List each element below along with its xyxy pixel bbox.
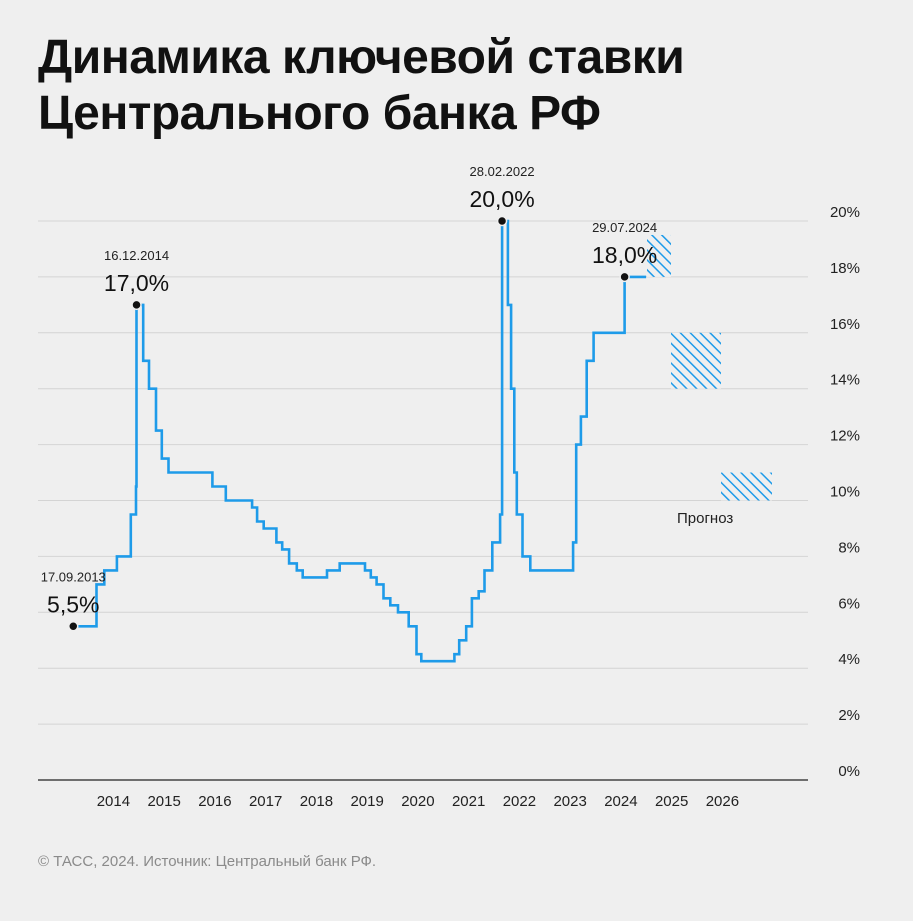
chart-title-line2: Центрального банка РФ — [38, 87, 601, 140]
y-tick-label: 6% — [838, 595, 860, 612]
y-tick-label: 16% — [830, 316, 860, 333]
y-tick-label: 0% — [838, 763, 860, 780]
y-tick-label: 4% — [838, 651, 860, 668]
x-tick-label: 2019 — [350, 793, 383, 810]
x-tick-label: 2018 — [300, 793, 333, 810]
x-tick-label: 2014 — [97, 793, 130, 810]
annotation-point — [131, 299, 142, 311]
forecast-range — [647, 234, 671, 277]
annotation-point — [68, 621, 79, 632]
x-tick-label: 2024 — [604, 793, 637, 810]
annotation-value: 17,0% — [104, 270, 169, 296]
annotation-point — [619, 271, 630, 283]
annotation-date: 28.02.2022 — [470, 164, 535, 179]
forecast-ranges — [647, 234, 772, 501]
y-tick-label: 14% — [830, 372, 860, 389]
chart-title-line1: Динамика ключевой ставки — [38, 31, 685, 84]
x-tick-label: 2026 — [706, 793, 739, 810]
annotation-date: 17.09.2013 — [41, 569, 106, 584]
annotation-date: 16.12.2014 — [104, 248, 169, 263]
source-footer: © ТАСС, 2024. Источник: Центральный банк… — [38, 853, 377, 870]
y-tick-label: 20% — [830, 204, 860, 221]
annotation-value: 5,5% — [47, 591, 99, 617]
annotation-point — [496, 215, 508, 227]
y-tick-label: 8% — [838, 539, 860, 556]
annotations: 5,5% 17.09.2013 17,0% 16.12.2014 20,0% 28.02.… — [41, 164, 657, 632]
x-tick-label: 2021 — [452, 793, 485, 810]
x-tick-label: 2022 — [503, 793, 536, 810]
annotation-value: 18,0% — [592, 242, 657, 268]
y-axis-labels: 0% 2% 4% 6% 8% 10% 12% 14% 16% 18% 20% — [830, 204, 860, 780]
y-tick-label: 2% — [838, 707, 860, 724]
y-tick-label: 12% — [830, 428, 860, 445]
y-tick-label: 10% — [830, 484, 860, 501]
x-tick-label: 2017 — [249, 793, 282, 810]
forecast-label: Прогноз — [677, 510, 733, 527]
x-tick-label: 2016 — [198, 793, 231, 810]
chart-title: Динамика ключевой ставки Центрального ба… — [38, 30, 685, 142]
annotation-value: 20,0% — [469, 186, 534, 212]
forecast-range — [671, 332, 721, 389]
y-tick-label: 18% — [830, 260, 860, 277]
x-tick-label: 2020 — [401, 793, 434, 810]
x-tick-label: 2015 — [147, 793, 180, 810]
grid-lines — [38, 220, 808, 781]
key-rate-line — [73, 219, 647, 663]
x-tick-label: 2023 — [553, 793, 586, 810]
annotation-date: 29.07.2024 — [592, 220, 657, 235]
x-axis-labels: 2014 2015 2016 2017 2018 2019 2020 2021 2022 2023… — [97, 793, 739, 810]
x-tick-label: 2025 — [655, 793, 688, 810]
forecast-range — [721, 472, 772, 501]
